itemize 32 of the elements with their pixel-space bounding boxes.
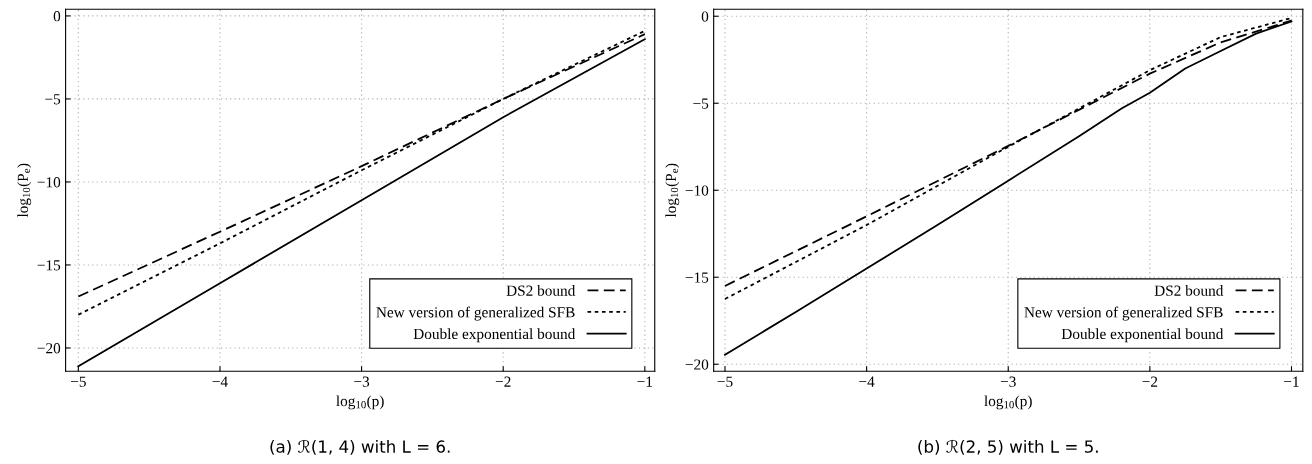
x-tick-label: −4 [859, 376, 875, 387]
x-tick-label: −5 [70, 376, 86, 387]
y-tick-label: −15 [685, 272, 709, 283]
y-tick-label: −15 [37, 260, 61, 271]
legend-label: DS2 bound [506, 285, 576, 296]
x-tick-label: −5 [717, 376, 733, 387]
legend-label: New version of generalized SFB [1024, 306, 1223, 321]
x-tick-label: −2 [1142, 376, 1158, 387]
x-tick-label: −3 [354, 376, 370, 387]
legend-label: Double exponential bound [413, 328, 576, 343]
legend-label: Double exponential bound [1061, 328, 1224, 343]
text: (b) ℛ(2, 5) with L = 5. [918, 439, 1098, 455]
x-axis-title: log$_{10}$(p) [336, 395, 384, 410]
text: (a) ℛ(1, 4) with L = 6. [270, 439, 450, 455]
x-tick-label: −4 [212, 376, 228, 387]
y-tick-label: −20 [685, 359, 709, 370]
legend-label: New version of generalized SFB [376, 306, 575, 321]
y-tick-label: 0 [53, 11, 61, 22]
y-tick-label: 0 [701, 11, 709, 22]
x-tick-label: −1 [637, 376, 653, 387]
y-axis-title: log$_{10}$(P$_{e}$) [665, 163, 680, 218]
y-tick-label: −10 [37, 177, 61, 188]
x-axis-title: log$_{10}$(p) [984, 395, 1032, 410]
y-axis-title: log$_{10}$(P$_{e}$) [17, 163, 32, 218]
x-tick-label: −3 [1000, 376, 1016, 387]
y-tick-label: −5 [693, 98, 709, 109]
y-tick-label: −10 [685, 185, 709, 196]
y-tick-label: −5 [45, 94, 61, 105]
y-tick-label: −20 [37, 343, 61, 354]
legend-label: DS2 bound [1154, 285, 1224, 296]
x-tick-label: −2 [495, 376, 511, 387]
x-tick-label: −1 [1284, 376, 1299, 387]
